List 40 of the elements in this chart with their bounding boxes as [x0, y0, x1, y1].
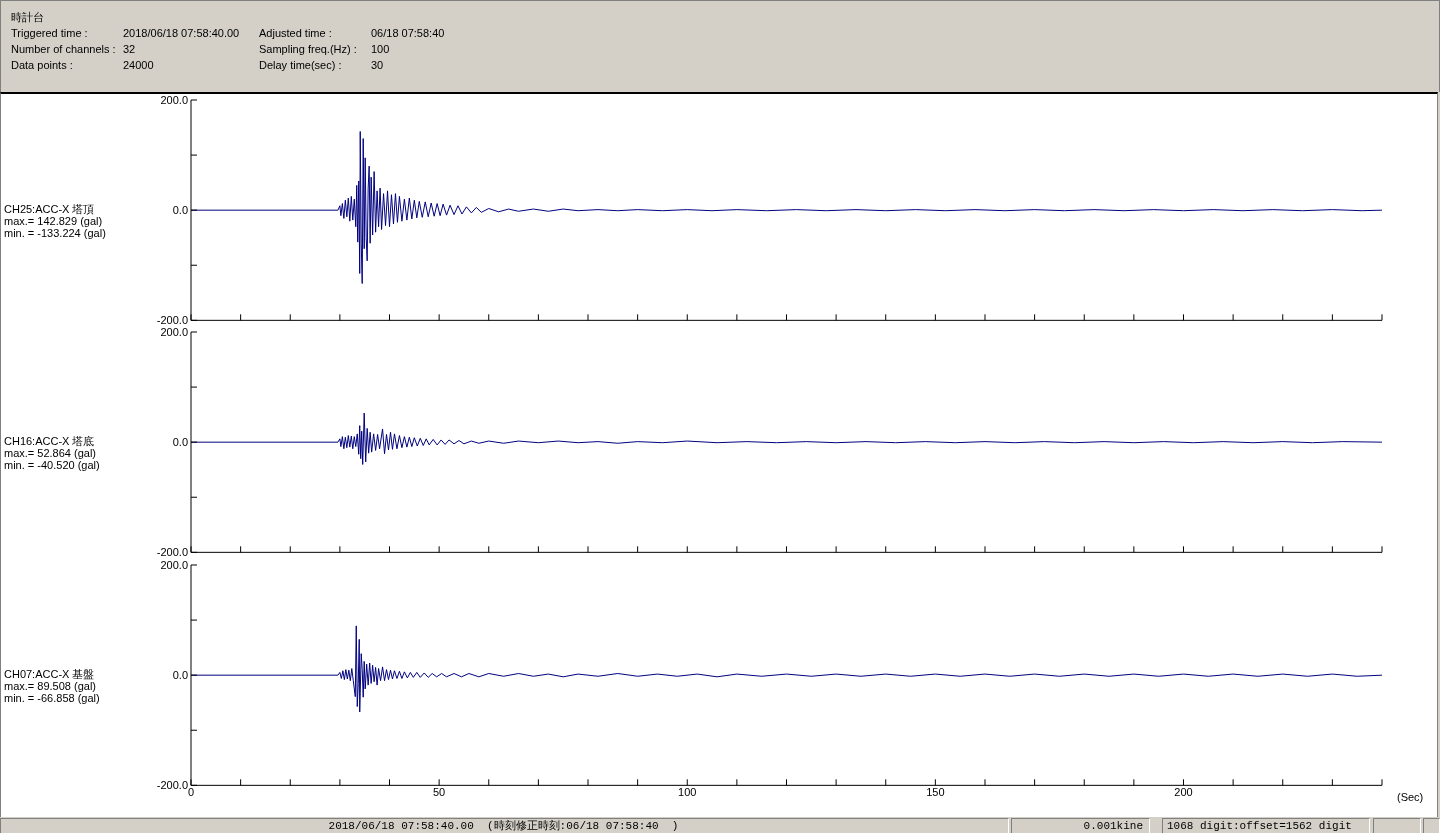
text: Triggered time : [11, 26, 88, 40]
text: Number of channels : [11, 42, 116, 56]
text: 100 [371, 42, 390, 56]
text: Data points : [11, 58, 73, 72]
x-tick-label: 50 [433, 785, 446, 798]
y-tick-label: 0.0 [172, 436, 189, 449]
text: min. = -133.224 (gal) [4, 227, 106, 240]
y-tick-label: -200.0 [156, 314, 189, 327]
x-tick-label: 100 [678, 785, 697, 798]
text: 1068 digit:offset=1562 digit [1167, 819, 1353, 833]
text: 24000 [123, 58, 154, 72]
text: 0.001kine [1082, 819, 1143, 833]
y-tick-label: -200.0 [156, 546, 189, 559]
y-axis-title: CH16:ACC-X 塔底 [4, 435, 95, 448]
text: max.= 142.829 (gal) [4, 215, 103, 228]
text: max.= 89.508 (gal) [4, 679, 97, 692]
text: Sampling freq.(Hz) : [259, 42, 357, 56]
y-axis-title: CH07:ACC-X 基盤 [4, 667, 95, 680]
text: 2018/06/18 07:58:40.00 (時刻修正時刻:06/18 07:58:40 ) [327, 819, 680, 833]
text: Adjusted time : [259, 26, 332, 40]
text: Delay time(sec) : [259, 58, 342, 72]
y-tick-label: 200.0 [160, 93, 189, 106]
x-axis-title: (Sec) [1397, 790, 1424, 803]
x-tick-label: 0 [187, 785, 195, 798]
text: min. = -66.858 (gal) [4, 691, 100, 704]
y-tick-label: 200.0 [160, 558, 189, 571]
x-tick-label: 200 [1174, 785, 1193, 798]
x-tick-label: 150 [926, 785, 945, 798]
text: min. = -40.520 (gal) [4, 459, 100, 472]
text: 2018/06/18 07:58:40.00 [123, 26, 240, 40]
text: 30 [371, 58, 384, 72]
y-tick-label: 200.0 [160, 326, 189, 339]
y-tick-label: -200.0 [156, 778, 189, 791]
text: 時計台 [11, 10, 44, 24]
y-tick-label: 0.0 [172, 204, 189, 217]
text: 06/18 07:58:40 [371, 26, 445, 40]
y-tick-label: 0.0 [172, 668, 189, 681]
text: max.= 52.864 (gal) [4, 447, 97, 460]
text: 32 [123, 42, 136, 56]
y-axis-title: CH25:ACC-X 塔頂 [4, 203, 95, 216]
